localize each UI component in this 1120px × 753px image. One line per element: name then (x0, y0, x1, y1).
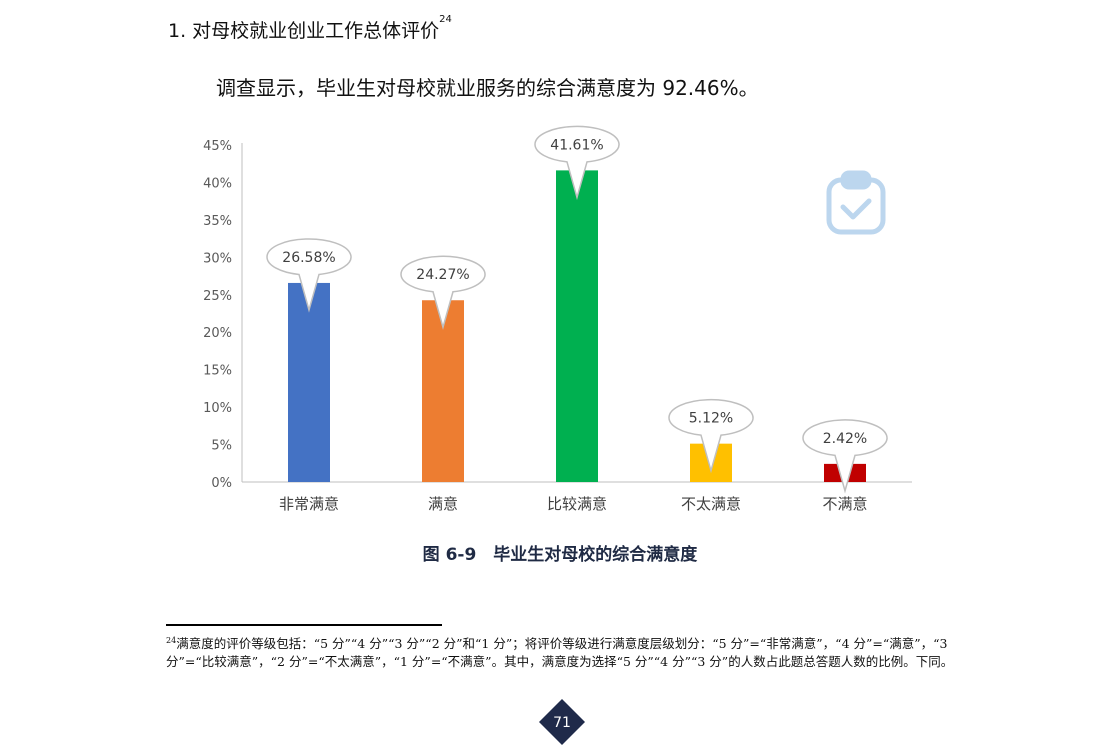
data-label: 2.42% (823, 431, 867, 447)
y-tick-label: 40% (203, 176, 232, 191)
data-label-callout (400, 255, 486, 331)
footnote-divider (166, 624, 442, 626)
page-number-badge: 71 (539, 699, 585, 745)
clipboard-check-icon (826, 170, 886, 235)
x-tick-label: 不满意 (822, 495, 867, 513)
x-tick-label: 非常满意 (279, 495, 339, 513)
y-tick-label: 0% (211, 476, 232, 491)
footnote: 24满意度的评价等级包括：“5 分”“4 分”“3 分”“2 分”和“1 分”；… (166, 632, 956, 671)
bar (556, 170, 598, 482)
y-tick-label: 45% (203, 139, 232, 154)
bar-chart: 0% 5% 10% 15% 20% 25% 30% 35% 40% 45% 非常满意 26.58% 满… (203, 125, 912, 513)
heading-text: 1. 对母校就业创业工作总体评价 (168, 20, 440, 42)
data-label-callout (266, 238, 352, 313)
y-tick-label: 25% (203, 289, 232, 304)
x-tick-label: 不太满意 (681, 495, 741, 513)
data-label: 24.27% (416, 267, 469, 283)
page-number: 71 (553, 715, 571, 731)
y-tick-label: 35% (203, 214, 232, 229)
bar (288, 282, 330, 482)
y-tick-label: 15% (203, 364, 232, 379)
data-label-callout (668, 398, 754, 474)
y-tick-label: 20% (203, 326, 232, 341)
bar (422, 300, 464, 482)
figure-caption: 图 6-9 毕业生对母校的综合满意度 (422, 545, 698, 565)
y-tick-label: 5% (211, 439, 232, 454)
summary-paragraph: 调查显示，毕业生对母校就业服务的综合满意度为 92.46%。 (216, 76, 759, 100)
section-heading: 1. 对母校就业创业工作总体评价24 (168, 14, 452, 43)
data-label-callout (534, 125, 620, 201)
data-label: 41.61% (550, 137, 603, 153)
data-label: 5.12% (689, 411, 733, 427)
y-tick-label: 10% (203, 401, 232, 416)
footnote-ref[interactable]: 24 (439, 14, 452, 25)
footnote-text: 满意度的评价等级包括：“5 分”“4 分”“3 分”“2 分”和“1 分”；将评… (166, 636, 954, 670)
footnote-number: 24 (166, 636, 177, 645)
y-tick-label: 30% (203, 251, 232, 266)
data-label: 26.58% (282, 250, 335, 266)
data-label-callout (802, 419, 888, 494)
x-tick-label: 满意 (428, 495, 458, 513)
x-tick-label: 比较满意 (547, 495, 607, 513)
